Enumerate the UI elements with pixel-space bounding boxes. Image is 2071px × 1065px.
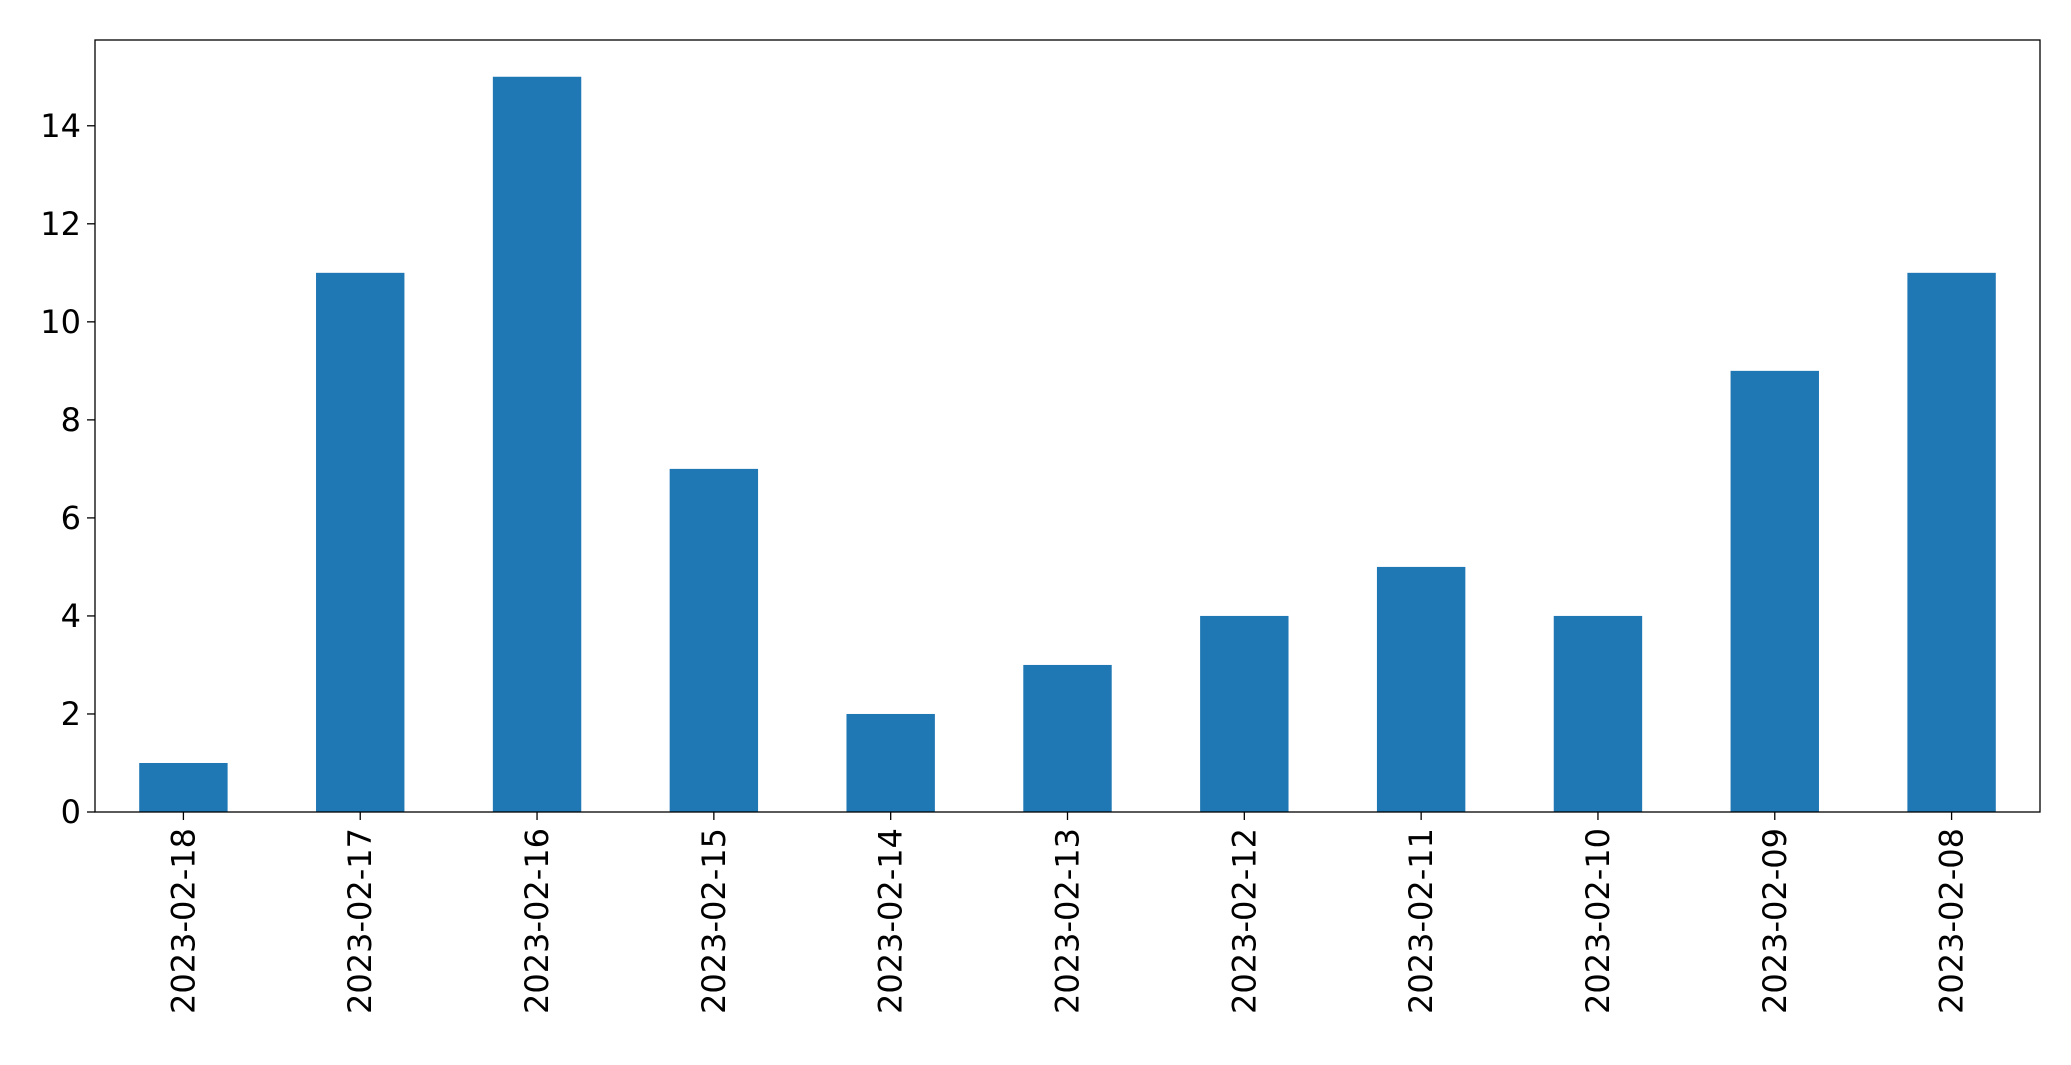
bar-2023-02-08 — [1907, 272, 1996, 812]
y-tick-label: 4 — [61, 597, 81, 635]
y-tick-label: 2 — [61, 695, 81, 733]
x-tick-label: 2023-02-14 — [872, 828, 910, 1014]
bar-2023-02-10 — [1553, 615, 1643, 812]
bar-2023-02-18 — [139, 762, 228, 812]
bars-layer — [139, 76, 1996, 812]
x-tick-label: 2023-02-12 — [1225, 828, 1263, 1014]
bar-2023-02-11 — [1376, 566, 1466, 812]
bar-2023-02-12 — [1200, 615, 1289, 812]
x-tick-label: 2023-02-09 — [1756, 828, 1794, 1014]
x-tick-label: 2023-02-15 — [695, 828, 733, 1014]
plot-frame — [94, 39, 2041, 813]
x-tick-label: 2023-02-17 — [341, 828, 379, 1014]
x-tick-label: 2023-02-13 — [1049, 828, 1087, 1014]
y-tick-label: 14 — [40, 107, 81, 145]
y-tick-label: 6 — [61, 499, 81, 537]
bar-2023-02-17 — [316, 272, 405, 812]
x-tick-label: 2023-02-08 — [1933, 828, 1971, 1014]
bar-2023-02-15 — [669, 468, 759, 812]
y-tick-label: 0 — [61, 793, 81, 831]
y-axis: 0 2 4 6 8 10 12 14 — [40, 107, 95, 831]
bar-2023-02-14 — [846, 713, 935, 812]
y-tick-label: 10 — [40, 303, 81, 341]
x-tick-label: 2023-02-16 — [518, 828, 556, 1014]
x-axis: 2023-02-18 2023-02-17 2023-02-16 2023-02-15… — [164, 812, 1971, 1014]
x-tick-label: 2023-02-11 — [1402, 828, 1440, 1014]
y-tick-label: 8 — [61, 401, 81, 439]
bar-2023-02-16 — [492, 76, 582, 812]
x-tick-label: 2023-02-18 — [164, 828, 202, 1014]
y-tick-label: 12 — [40, 205, 81, 243]
bar-2023-02-09 — [1730, 370, 1819, 812]
x-tick-label: 2023-02-10 — [1579, 828, 1617, 1014]
bar-2023-02-13 — [1023, 664, 1112, 812]
